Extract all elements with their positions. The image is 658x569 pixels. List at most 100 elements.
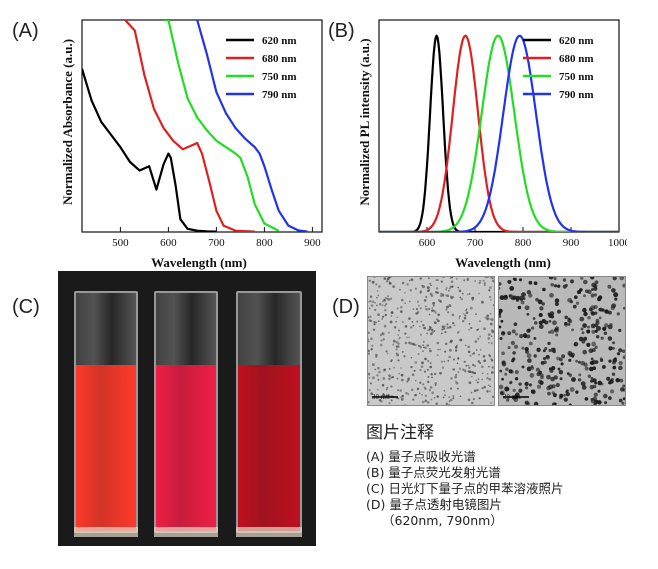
nanoparticle [571,377,576,382]
nanoparticle [450,340,453,343]
nanoparticle [395,340,399,344]
nanoparticle [530,365,534,369]
nanoparticle [594,329,598,333]
pl-chart-legend-label: 620 nm [559,35,594,47]
nanoparticle [445,294,447,296]
nanoparticle [458,317,461,319]
nanoparticle [557,309,561,314]
nanoparticle [489,318,492,320]
nanoparticle [373,321,376,323]
nanoparticle [614,297,618,301]
nanoparticle [546,355,549,359]
nanoparticle [450,280,454,284]
nanoparticle [368,340,370,343]
nanoparticle [595,318,600,323]
nanoparticle [468,366,471,370]
nanoparticle [382,315,385,318]
nanoparticle [383,277,387,280]
nanoparticle [368,279,371,282]
nanoparticle [411,373,415,376]
absorbance-chart-xlabel: Wavelength (nm) [151,255,247,270]
nanoparticle [412,324,415,327]
nanoparticle [368,331,370,334]
nanoparticle [436,291,438,294]
nanoparticle [385,394,388,396]
nanoparticle [404,332,407,335]
nanoparticle [486,314,489,318]
nanoparticle [590,376,594,380]
nanoparticle [427,344,430,347]
nanoparticle [397,359,400,362]
absorbance-chart-xtick-label: 600 [160,237,177,249]
nanoparticle [436,395,439,398]
nanoparticle [499,286,501,290]
figure-notes: 图片注释 (A) 量子点吸收光谱 (B) 量子点荧光发射光谱 (C) 日光灯下量… [366,418,563,529]
nanoparticle [603,331,608,335]
nanoparticle [525,386,529,390]
nanoparticle [565,390,569,394]
nanoparticle [618,348,623,353]
nanoparticle [423,299,427,302]
nanoparticle [512,351,516,355]
nanoparticle [433,372,437,376]
nanoparticle [489,390,491,393]
nanoparticle [462,368,465,371]
nanoparticle [429,326,432,329]
nanoparticle [569,387,575,392]
nanoparticle [606,376,611,381]
nanoparticle [431,307,434,309]
nanoparticle [590,310,595,315]
nanoparticle [619,277,625,281]
nanoparticle [602,326,607,331]
nanoparticle [396,353,400,357]
nanoparticle [371,363,375,367]
pl-chart-legend-label: 680 nm [559,53,594,65]
nanoparticle [604,309,609,314]
nanoparticle [388,280,391,283]
nanoparticle [461,292,464,295]
nanoparticle [388,377,391,381]
nanoparticle [475,313,477,315]
nanoparticle [390,359,393,362]
nanoparticle [489,298,492,301]
nanoparticle [457,357,460,360]
nanoparticle [593,402,597,405]
nanoparticle [538,312,543,318]
nanoparticle [476,381,479,384]
nanoparticle [470,391,473,394]
nanoparticle [376,304,378,307]
nanoparticle [555,333,559,337]
nanoparticle [401,351,404,353]
nanoparticle [611,303,617,309]
nanoparticle [459,395,462,398]
nanoparticle [437,348,439,351]
nanoparticle [450,377,453,380]
absorbance-chart-series-3 [196,20,308,232]
nanoparticle [544,320,549,325]
nanoparticle [558,369,564,375]
nanoparticle [550,347,555,353]
nanoparticle [514,370,519,375]
nanoparticle [396,316,399,319]
nanoparticle [501,377,504,381]
nanoparticle [376,290,379,292]
nanoparticle [411,320,414,323]
nanoparticle [428,308,431,311]
tem-image-left: 30 nm [367,276,495,406]
nanoparticle [450,296,454,300]
nanoparticle [451,313,455,317]
nanoparticle [542,356,547,361]
nanoparticle [529,373,535,378]
absorbance-chart-legend-label: 620 nm [262,35,297,47]
nanoparticle [551,365,556,371]
nanoparticle [430,398,433,401]
nanoparticle [488,289,491,292]
nanoparticle [421,361,424,365]
nanoparticle [581,385,587,390]
nanoparticle [426,368,429,371]
nanoparticle [389,297,393,301]
nanoparticle [569,300,574,304]
nanoparticle [491,395,494,398]
nanoparticle [562,278,567,282]
nanoparticle [533,321,538,325]
